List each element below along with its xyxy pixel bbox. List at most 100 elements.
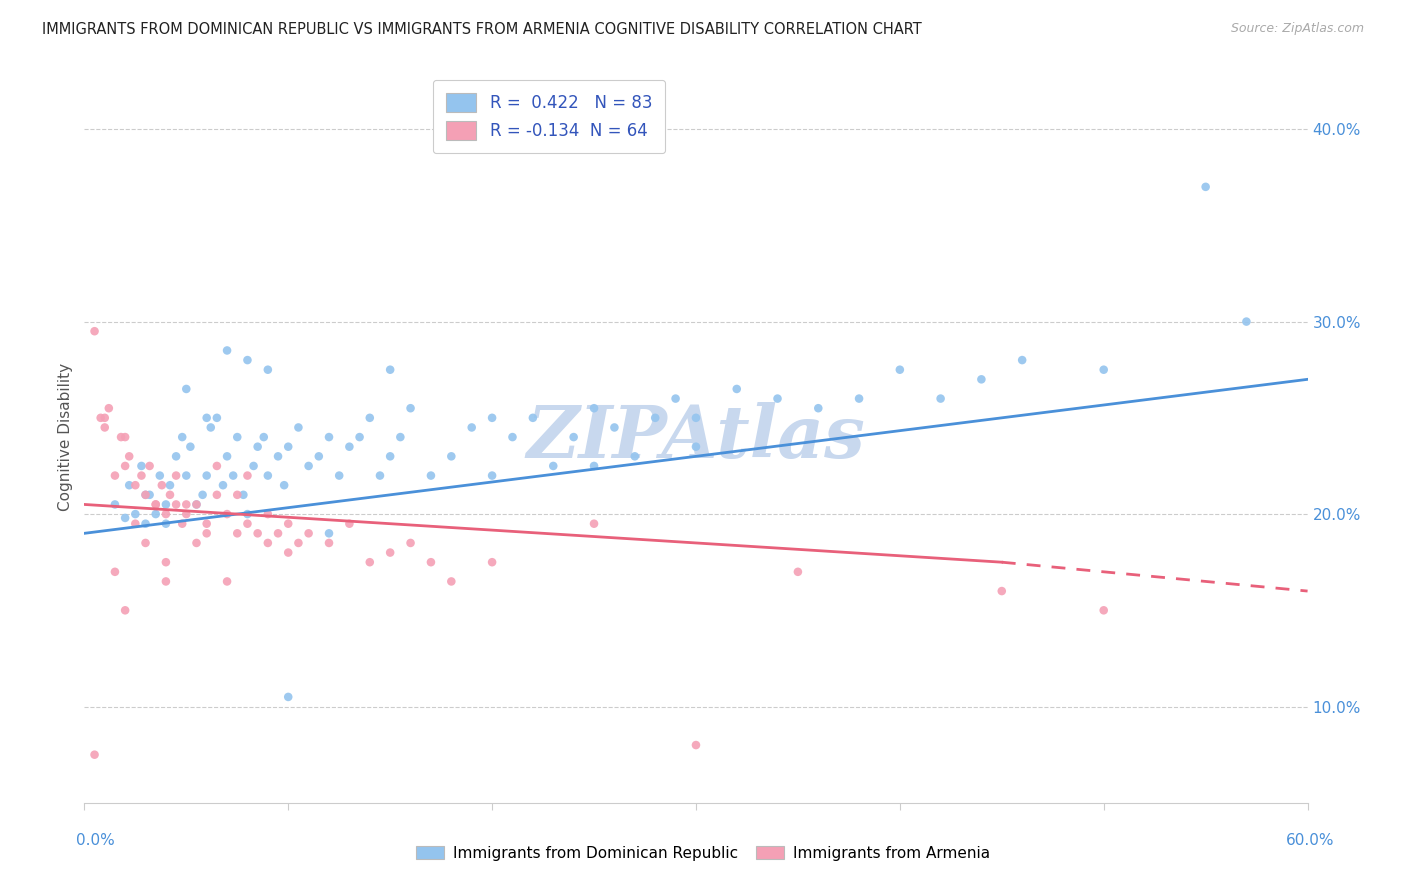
Point — [179, 440, 201, 454]
Point — [174, 507, 197, 521]
Point — [1092, 362, 1115, 376]
Point — [253, 430, 276, 444]
Point — [766, 392, 789, 406]
Point — [273, 478, 295, 492]
Point — [543, 458, 565, 473]
Point — [308, 450, 330, 464]
Point — [603, 420, 626, 434]
Point — [172, 516, 194, 531]
Point — [481, 468, 503, 483]
Point — [665, 392, 688, 406]
Text: Source: ZipAtlas.com: Source: ZipAtlas.com — [1230, 22, 1364, 36]
Point — [135, 536, 157, 550]
Point — [186, 498, 208, 512]
Point — [298, 526, 321, 541]
Point — [174, 382, 197, 396]
Point — [195, 516, 218, 531]
Point — [380, 450, 402, 464]
Point — [155, 498, 177, 512]
Point — [583, 401, 606, 416]
Point — [118, 450, 141, 464]
Point — [685, 440, 707, 454]
Point — [257, 507, 280, 521]
Point — [174, 468, 197, 483]
Point — [155, 516, 177, 531]
Point — [685, 410, 707, 425]
Point — [583, 458, 606, 473]
Text: 60.0%: 60.0% — [1286, 833, 1334, 847]
Point — [807, 401, 830, 416]
Point — [420, 555, 443, 569]
Point — [420, 468, 443, 483]
Point — [481, 410, 503, 425]
Point — [277, 516, 299, 531]
Point — [217, 507, 239, 521]
Point — [191, 488, 214, 502]
Point — [217, 450, 239, 464]
Point — [328, 468, 350, 483]
Point — [124, 516, 146, 531]
Point — [318, 536, 340, 550]
Point — [339, 440, 361, 454]
Point — [222, 468, 245, 483]
Point — [848, 392, 870, 406]
Point — [159, 478, 181, 492]
Text: ZIPAtlas: ZIPAtlas — [527, 401, 865, 473]
Point — [195, 468, 218, 483]
Text: 0.0%: 0.0% — [76, 833, 115, 847]
Point — [226, 430, 249, 444]
Point — [502, 430, 524, 444]
Point — [277, 440, 299, 454]
Point — [145, 498, 167, 512]
Point — [114, 458, 136, 473]
Point — [1092, 603, 1115, 617]
Point — [90, 410, 112, 425]
Point — [124, 507, 146, 521]
Point — [165, 468, 187, 483]
Point — [277, 690, 299, 704]
Point — [389, 430, 412, 444]
Point — [195, 526, 218, 541]
Point — [138, 488, 160, 502]
Point — [522, 410, 544, 425]
Point — [246, 440, 269, 454]
Legend: Immigrants from Dominican Republic, Immigrants from Armenia: Immigrants from Dominican Republic, Immi… — [408, 838, 998, 868]
Point — [889, 362, 911, 376]
Point — [298, 458, 321, 473]
Point — [1195, 179, 1218, 194]
Point — [991, 584, 1014, 599]
Point — [200, 420, 222, 434]
Point — [1011, 353, 1033, 368]
Point — [155, 574, 177, 589]
Point — [135, 488, 157, 502]
Point — [349, 430, 371, 444]
Point — [257, 468, 280, 483]
Point — [83, 324, 105, 338]
Point — [165, 498, 187, 512]
Point — [226, 526, 249, 541]
Point — [399, 401, 422, 416]
Point — [104, 468, 127, 483]
Point — [318, 526, 340, 541]
Point — [562, 430, 585, 444]
Point — [318, 430, 340, 444]
Point — [287, 536, 309, 550]
Point — [138, 458, 160, 473]
Point — [159, 488, 181, 502]
Point — [145, 498, 167, 512]
Point — [155, 507, 177, 521]
Point — [461, 420, 484, 434]
Point — [267, 526, 290, 541]
Point — [267, 450, 290, 464]
Point — [1236, 315, 1258, 329]
Point — [481, 555, 503, 569]
Point — [165, 450, 187, 464]
Point — [172, 430, 194, 444]
Point — [232, 488, 254, 502]
Point — [150, 478, 173, 492]
Point — [186, 498, 208, 512]
Point — [236, 353, 259, 368]
Point — [118, 478, 141, 492]
Point — [624, 450, 647, 464]
Point — [380, 362, 402, 376]
